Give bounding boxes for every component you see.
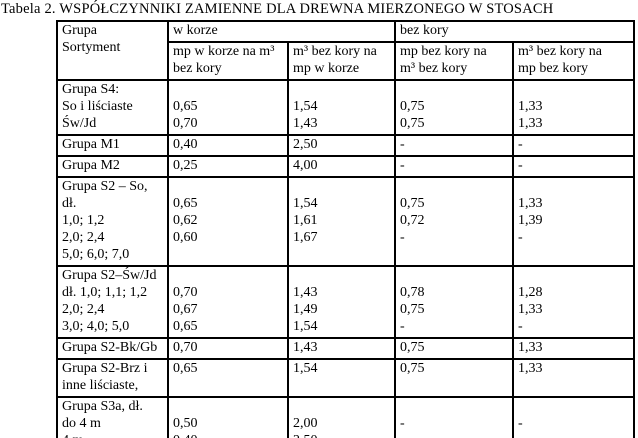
value-cell: 1,33 1,39 -: [512, 176, 636, 267]
header-mp-w-korze-na-m3-bez-kory: mp w korze na m³ bez kory: [167, 41, 289, 81]
value-cell: 1,43: [286, 337, 397, 360]
table-row-grupa-m2: Grupa M2 0,25 4,00 - -: [56, 155, 636, 178]
value-cell: - -: [512, 396, 636, 438]
value-cell: 0,70: [167, 337, 289, 360]
value-cell: 2,00 2,50: [286, 396, 397, 438]
value-cell: 0,25: [167, 155, 289, 178]
table-row-grupa-s2-sw-jd: Grupa S2–Św/Jd dł. 1,0; 1,1; 1,2 2,0; 2,…: [56, 265, 636, 339]
header-m3-bez-kory-na-mp-bez-kory: m³ bez kory na mp bez kory: [512, 41, 636, 81]
value-cell: 1,54 1,61 1,67: [286, 176, 397, 267]
value-cell: 0,65: [167, 358, 289, 398]
table-row-grupa-s2-brz: Grupa S2-Brz i inne liściaste, 0,65 1,54…: [56, 358, 636, 398]
value-cell: 0,78 0,75 -: [394, 265, 515, 339]
row-label-cell: Grupa M2: [56, 155, 169, 178]
value-cell: 0,65 0,62 0,60: [167, 176, 289, 267]
row-label-cell: Grupa S2–Św/Jd dł. 1,0; 1,1; 1,2 2,0; 2,…: [56, 265, 169, 339]
header-grupa-sortyment: Grupa Sortyment: [56, 20, 169, 81]
row-label-cell: Grupa S2-Bk/Gb: [56, 337, 169, 360]
header-bez-kory: bez kory: [394, 20, 636, 43]
value-cell: 1,28 1,33 -: [512, 265, 636, 339]
value-cell: 0,75: [394, 358, 515, 398]
value-cell: -: [394, 134, 515, 157]
row-label-cell: Grupa M1: [56, 134, 169, 157]
value-cell: 0,75: [394, 337, 515, 360]
value-cell: 0,65 0,70: [167, 79, 289, 136]
table-row-grupa-s2-so: Grupa S2 – So, dł. 1,0; 1,2 2,0; 2,4 5,0…: [56, 176, 636, 267]
value-cell: -: [512, 155, 636, 178]
value-cell: -: [512, 134, 636, 157]
table-row-grupa-s4: Grupa S4: So i liściaste Św/Jd 0,65 0,70…: [56, 79, 636, 136]
row-label-cell: Grupa S2 – So, dł. 1,0; 1,2 2,0; 2,4 5,0…: [56, 176, 169, 267]
header-row-groups: Grupa Sortyment w korze bez kory: [56, 20, 636, 81]
value-cell: - -: [394, 396, 515, 438]
table-row-grupa-m1: Grupa M1 0,40 2,50 - -: [56, 134, 636, 157]
value-cell: 0,40: [167, 134, 289, 157]
value-cell: 2,50: [286, 134, 397, 157]
value-cell: 0,70 0,67 0,65: [167, 265, 289, 339]
header-w-korze: w korze: [166, 20, 397, 43]
table-row-grupa-s3a: Grupa S3a, dł. do 4 m 4 m 0,50 0,40 2,00…: [56, 396, 636, 438]
header-m3-bez-kory-na-mp-w-korze: m³ bez kory na mp w korze: [286, 41, 397, 81]
value-cell: 1,43 1,49 1,54: [286, 265, 397, 339]
value-cell: 1,33 1,33: [512, 79, 636, 136]
value-cell: 1,33: [512, 358, 636, 398]
conversion-factors-table: Grupa Sortyment w korze bez kory mp w ko…: [56, 20, 636, 438]
row-label-cell: Grupa S3a, dł. do 4 m 4 m: [56, 396, 169, 438]
table-row-grupa-s2-bk-gb: Grupa S2-Bk/Gb 0,70 1,43 0,75 1,33: [56, 337, 636, 360]
row-label-cell: Grupa S4: So i liściaste Św/Jd: [56, 79, 169, 136]
value-cell: 0,75 0,75: [394, 79, 515, 136]
value-cell: 1,33: [512, 337, 636, 360]
value-cell: 1,54 1,43: [286, 79, 397, 136]
header-mp-bez-kory-na-m3-bez-kory: mp bez kory na m³ bez kory: [394, 41, 515, 81]
table-caption: Tabela 2. WSPÓŁCZYNNIKI ZAMIENNE DLA DRE…: [1, 1, 554, 17]
value-cell: -: [394, 155, 515, 178]
row-label-cell: Grupa S2-Brz i inne liściaste,: [56, 358, 169, 398]
value-cell: 0,50 0,40: [167, 396, 289, 438]
value-cell: 0,75 0,72 -: [394, 176, 515, 267]
value-cell: 4,00: [286, 155, 397, 178]
value-cell: 1,54: [286, 358, 397, 398]
header-row-subcolumns: mp w korze na m³ bez kory m³ bez kory na…: [57, 41, 636, 81]
